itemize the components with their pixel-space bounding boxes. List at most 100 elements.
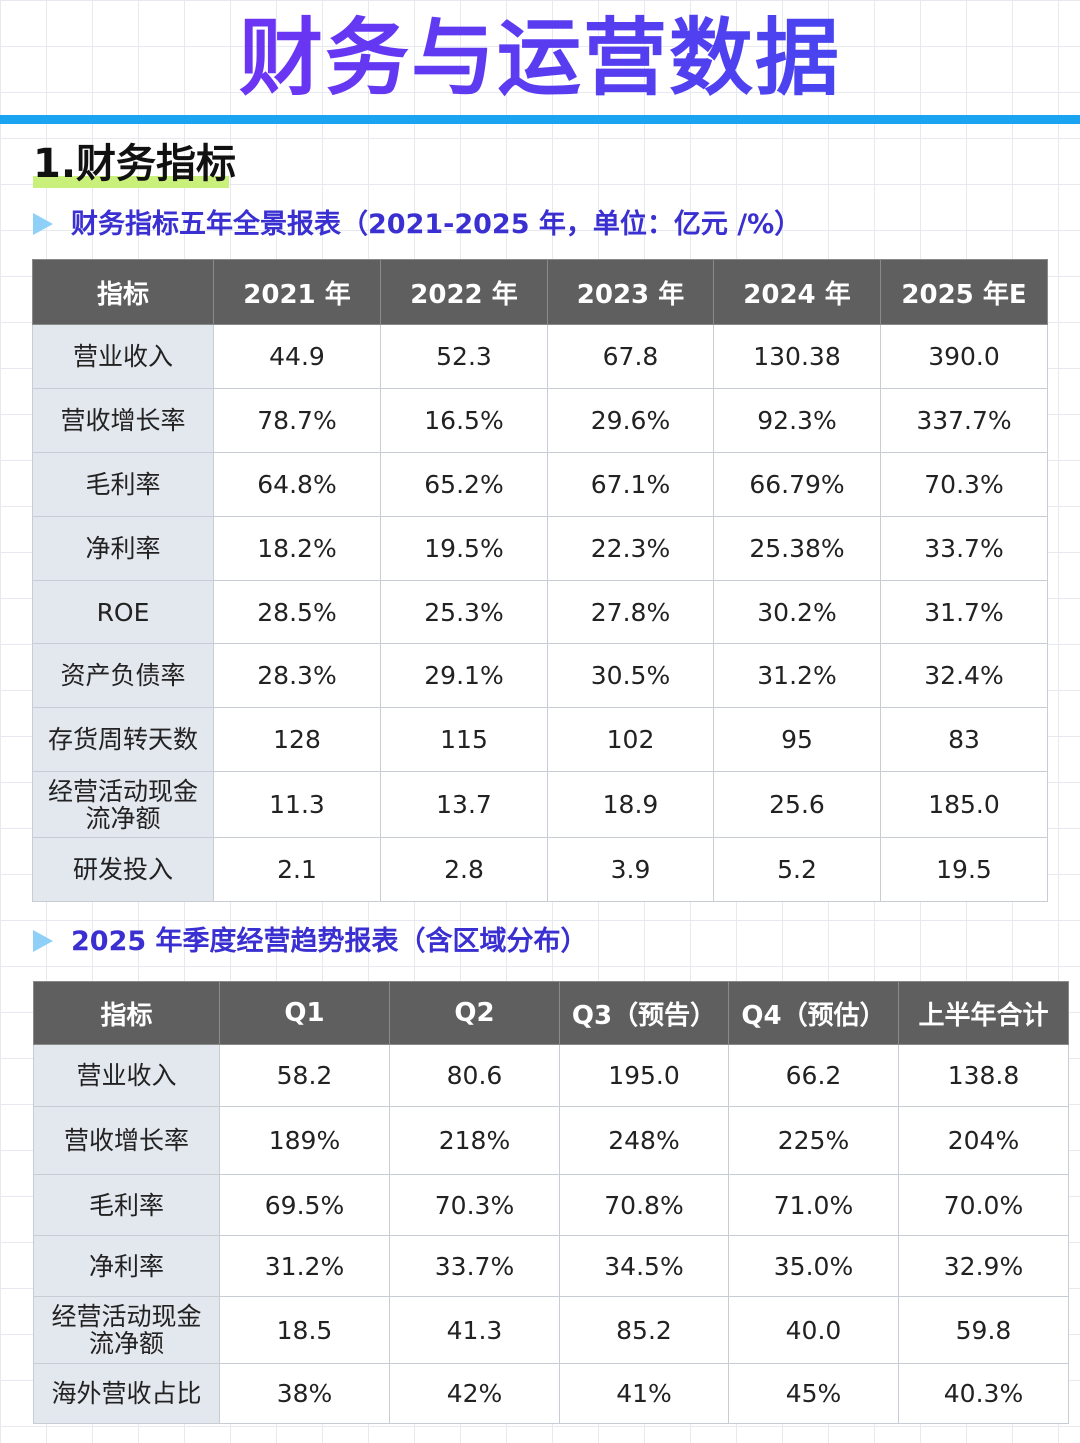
value-cell: 38% bbox=[219, 1363, 390, 1424]
column-header: 2022 年 bbox=[380, 259, 548, 325]
table-row: 营业收入 58.2 80.6 195.0 66.2 138.8 bbox=[33, 1044, 1069, 1107]
value-cell: 70.8% bbox=[559, 1174, 729, 1236]
value-cell: 30.5% bbox=[547, 643, 714, 708]
page-title: 财务与运营数据 bbox=[0, 8, 1080, 108]
row-label-cell: 研发投入 bbox=[32, 837, 214, 902]
section-heading-text: 1.财务指标 bbox=[33, 141, 237, 187]
table-row: 资产负债率 28.3% 29.1% 30.5% 31.2% 32.4% bbox=[32, 643, 1048, 708]
table-row: 营收增长率 189% 218% 248% 225% 204% bbox=[33, 1106, 1069, 1175]
column-header: Q4（预估） bbox=[728, 981, 899, 1045]
value-cell: 25.6 bbox=[713, 771, 881, 838]
value-cell: 70.0% bbox=[898, 1174, 1069, 1236]
subheading-five-year: 财务指标五年全景报表（2021-2025 年，单位：亿元 /%） bbox=[33, 205, 801, 245]
value-cell: 195.0 bbox=[559, 1044, 729, 1107]
quarterly-trend-table: 指标 Q1 Q2 Q3（预告） Q4（预估） 上半年合计 营业收入 58.2 80.… bbox=[33, 981, 1069, 1424]
value-cell: 31.7% bbox=[880, 580, 1048, 644]
column-header: 指标 bbox=[33, 981, 220, 1045]
title-underline-bar bbox=[0, 115, 1080, 124]
value-cell: 218% bbox=[389, 1106, 560, 1175]
value-cell: 128 bbox=[213, 707, 381, 772]
value-cell: 65.2% bbox=[380, 452, 548, 517]
value-cell: 44.9 bbox=[213, 324, 381, 389]
value-cell: 83 bbox=[880, 707, 1048, 772]
column-header: 2024 年 bbox=[713, 259, 881, 325]
value-cell: 189% bbox=[219, 1106, 390, 1175]
value-cell: 18.5 bbox=[219, 1296, 390, 1364]
value-cell: 70.3% bbox=[880, 452, 1048, 517]
value-cell: 27.8% bbox=[547, 580, 714, 644]
table-row: ROE 28.5% 25.3% 27.8% 30.2% 31.7% bbox=[32, 580, 1048, 644]
column-header: 指标 bbox=[32, 259, 214, 325]
column-header: Q1 bbox=[219, 981, 390, 1045]
row-label-cell: 净利率 bbox=[32, 516, 214, 581]
value-cell: 130.38 bbox=[713, 324, 881, 389]
table-row: 营收增长率 78.7% 16.5% 29.6% 92.3% 337.7% bbox=[32, 388, 1048, 453]
triangle-bullet-icon bbox=[33, 929, 53, 952]
value-cell: 204% bbox=[898, 1106, 1069, 1175]
value-cell: 40.0 bbox=[728, 1296, 899, 1364]
value-cell: 28.5% bbox=[213, 580, 381, 644]
value-cell: 31.2% bbox=[713, 643, 881, 708]
table-row: 净利率 18.2% 19.5% 22.3% 25.38% 33.7% bbox=[32, 516, 1048, 581]
value-cell: 58.2 bbox=[219, 1044, 390, 1107]
subheading-quarterly: 2025 年季度经营趋势报表（含区域分布） bbox=[33, 922, 588, 962]
value-cell: 25.38% bbox=[713, 516, 881, 581]
value-cell: 16.5% bbox=[380, 388, 548, 453]
value-cell: 59.8 bbox=[898, 1296, 1069, 1364]
value-cell: 115 bbox=[380, 707, 548, 772]
row-label-cell: 毛利率 bbox=[33, 1174, 220, 1236]
value-cell: 3.9 bbox=[547, 837, 714, 902]
row-label-cell: 资产负债率 bbox=[32, 643, 214, 708]
value-cell: 29.6% bbox=[547, 388, 714, 453]
value-cell: 138.8 bbox=[898, 1044, 1069, 1107]
value-cell: 29.1% bbox=[380, 643, 548, 708]
table-header-row: 指标 Q1 Q2 Q3（预告） Q4（预估） 上半年合计 bbox=[33, 981, 1069, 1045]
value-cell: 19.5% bbox=[380, 516, 548, 581]
row-label-cell: 营收增长率 bbox=[32, 388, 214, 453]
value-cell: 52.3 bbox=[380, 324, 548, 389]
column-header: Q3（预告） bbox=[559, 981, 729, 1045]
value-cell: 78.7% bbox=[213, 388, 381, 453]
row-label-cell: 海外营收占比 bbox=[33, 1363, 220, 1424]
section-heading-financial: 1.财务指标 bbox=[33, 140, 236, 188]
row-label-cell: 经营活动现金流净额 bbox=[33, 1296, 220, 1364]
value-cell: 41.3 bbox=[389, 1296, 560, 1364]
table-row: 研发投入 2.1 2.8 3.9 5.2 19.5 bbox=[32, 837, 1048, 902]
table-row: 毛利率 64.8% 65.2% 67.1% 66.79% 70.3% bbox=[32, 452, 1048, 517]
value-cell: 248% bbox=[559, 1106, 729, 1175]
value-cell: 67.8 bbox=[547, 324, 714, 389]
column-header: 上半年合计 bbox=[898, 981, 1069, 1045]
value-cell: 70.3% bbox=[389, 1174, 560, 1236]
value-cell: 34.5% bbox=[559, 1235, 729, 1297]
subheading-quarterly-text: 2025 年季度经营趋势报表（含区域分布） bbox=[71, 926, 588, 957]
column-header: Q2 bbox=[389, 981, 560, 1045]
value-cell: 45% bbox=[728, 1363, 899, 1424]
value-cell: 28.3% bbox=[213, 643, 381, 708]
value-cell: 22.3% bbox=[547, 516, 714, 581]
table-row: 经营活动现金流净额 18.5 41.3 85.2 40.0 59.8 bbox=[33, 1296, 1069, 1364]
value-cell: 41% bbox=[559, 1363, 729, 1424]
value-cell: 2.1 bbox=[213, 837, 381, 902]
column-header: 2021 年 bbox=[213, 259, 381, 325]
value-cell: 32.4% bbox=[880, 643, 1048, 708]
value-cell: 5.2 bbox=[713, 837, 881, 902]
value-cell: 33.7% bbox=[880, 516, 1048, 581]
triangle-bullet-icon bbox=[33, 212, 53, 235]
value-cell: 337.7% bbox=[880, 388, 1048, 453]
value-cell: 13.7 bbox=[380, 771, 548, 838]
row-label-cell: 经营活动现金流净额 bbox=[32, 771, 214, 838]
value-cell: 64.8% bbox=[213, 452, 381, 517]
value-cell: 69.5% bbox=[219, 1174, 390, 1236]
value-cell: 2.8 bbox=[380, 837, 548, 902]
row-label-cell: 存货周转天数 bbox=[32, 707, 214, 772]
row-label-cell: 净利率 bbox=[33, 1235, 220, 1297]
value-cell: 18.9 bbox=[547, 771, 714, 838]
value-cell: 71.0% bbox=[728, 1174, 899, 1236]
five-year-financial-table: 指标 2021 年 2022 年 2023 年 2024 年 2025 年E 营… bbox=[32, 259, 1048, 902]
table-row: 营业收入 44.9 52.3 67.8 130.38 390.0 bbox=[32, 324, 1048, 389]
column-header: 2023 年 bbox=[547, 259, 714, 325]
value-cell: 102 bbox=[547, 707, 714, 772]
value-cell: 92.3% bbox=[713, 388, 881, 453]
value-cell: 95 bbox=[713, 707, 881, 772]
value-cell: 80.6 bbox=[389, 1044, 560, 1107]
